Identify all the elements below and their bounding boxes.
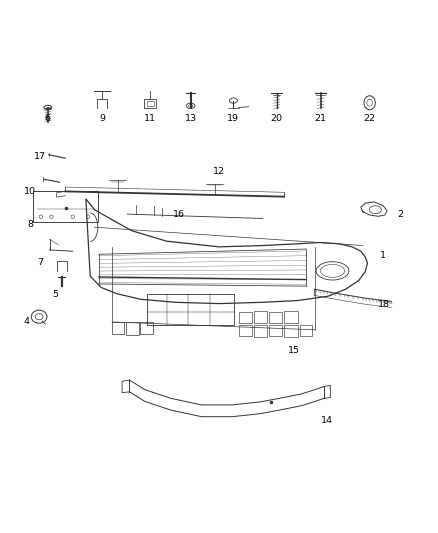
Text: 17: 17 <box>34 152 46 161</box>
Text: 1: 1 <box>380 251 386 260</box>
Bar <box>285 311 297 323</box>
Text: 12: 12 <box>213 167 225 176</box>
Text: 10: 10 <box>25 187 36 196</box>
Bar <box>269 312 283 323</box>
Bar <box>285 325 297 337</box>
Text: 21: 21 <box>315 115 327 124</box>
Bar <box>127 321 139 335</box>
Text: 2: 2 <box>397 209 403 219</box>
Bar <box>269 326 283 336</box>
Text: 9: 9 <box>99 115 105 124</box>
Bar <box>112 322 124 334</box>
Bar <box>147 101 153 106</box>
Text: 13: 13 <box>184 115 197 124</box>
Text: 19: 19 <box>227 115 240 124</box>
Text: 11: 11 <box>144 115 156 124</box>
Text: 6: 6 <box>45 115 51 124</box>
Text: 18: 18 <box>378 300 390 309</box>
Text: 22: 22 <box>364 115 376 124</box>
Bar <box>254 311 267 323</box>
Bar <box>239 326 252 336</box>
Bar <box>147 294 234 326</box>
Text: 20: 20 <box>271 115 283 124</box>
Bar <box>145 99 155 108</box>
Bar <box>33 190 98 222</box>
Bar <box>239 312 252 323</box>
Text: 16: 16 <box>173 211 185 220</box>
Text: 15: 15 <box>288 346 300 355</box>
Text: 7: 7 <box>37 257 43 266</box>
Text: 8: 8 <box>28 220 33 229</box>
Text: 14: 14 <box>321 416 333 425</box>
Bar <box>300 326 312 336</box>
Text: 4: 4 <box>24 317 30 326</box>
Bar <box>141 322 152 334</box>
Text: 5: 5 <box>52 290 58 300</box>
Bar <box>254 325 267 337</box>
